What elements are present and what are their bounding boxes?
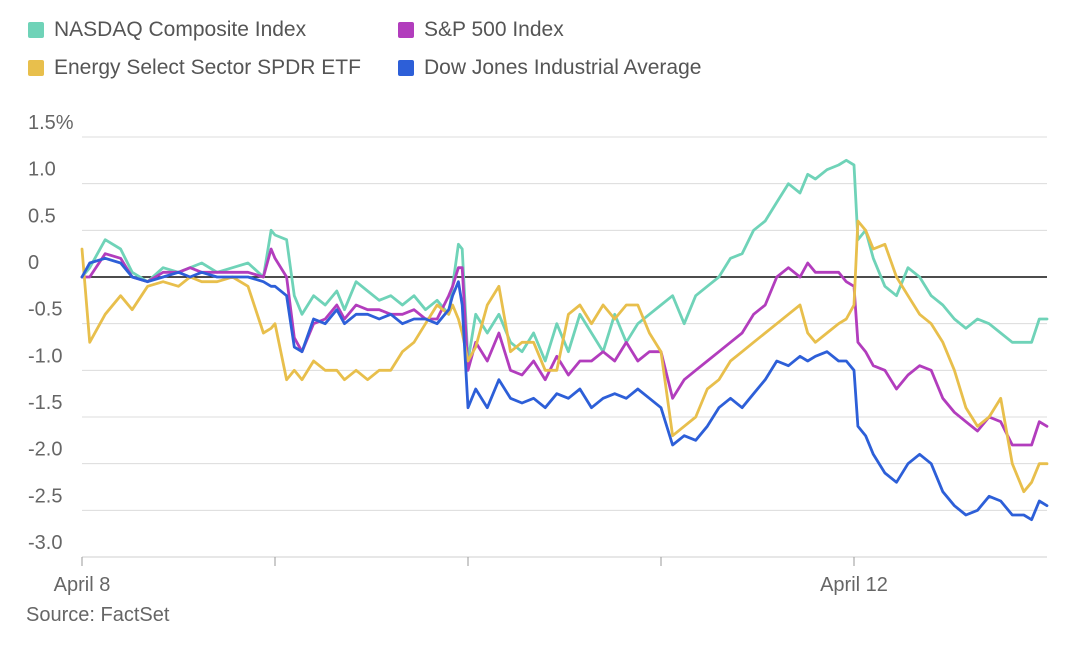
y-tick-label: -0.5 [28,299,62,321]
y-tick-label: 1.5% [28,112,74,134]
y-tick-label: -2.0 [28,439,62,461]
legend-item-sp500: S&P 500 Index [398,18,564,42]
legend-item-nasdaq: NASDAQ Composite Index [28,18,306,42]
y-tick-label: 0.5 [28,205,56,227]
legend-label-sp500: S&P 500 Index [424,18,564,41]
y-tick-label: -1.5 [28,392,62,414]
legend-swatch-energy [28,60,44,76]
series-line-nasdaq [80,158,1049,363]
y-tick-label: -2.5 [28,485,62,507]
x-tick-label: April 8 [54,574,111,596]
legend-swatch-dow [398,60,414,76]
y-tick-label: -1.0 [28,345,62,367]
legend-swatch-sp500 [398,22,414,38]
y-tick-label: -3.0 [28,532,62,554]
series-line-sp500 [80,247,1049,447]
legend-label-dow: Dow Jones Industrial Average [424,56,702,79]
legend-label-energy: Energy Select Sector SPDR ETF [54,56,361,79]
source-note: Source: FactSet [26,604,170,626]
legend-item-energy: Energy Select Sector SPDR ETF [28,56,361,80]
series-line-dow [80,256,1049,522]
legend-label-nasdaq: NASDAQ Composite Index [54,18,307,41]
legend-item-dow: Dow Jones Industrial Average [398,56,701,80]
y-tick-label: 1.0 [28,159,56,181]
x-tick-label: April 12 [820,574,888,596]
legend-swatch-nasdaq [28,22,44,38]
series-line-energy [80,219,1049,494]
y-tick-label: 0 [28,252,39,274]
